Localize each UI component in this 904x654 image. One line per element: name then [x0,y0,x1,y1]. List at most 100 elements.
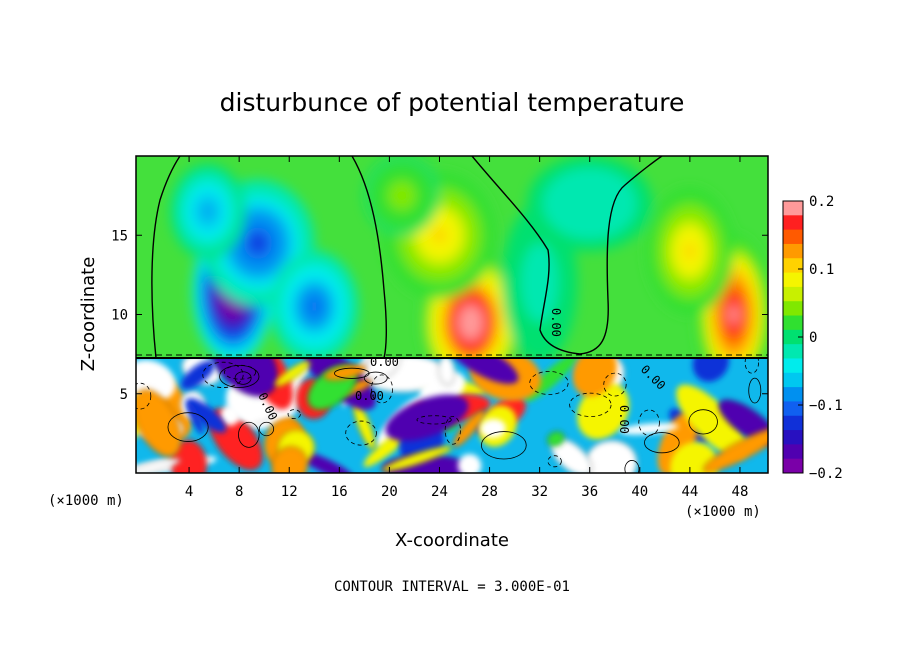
turbulent-filament [186,398,227,433]
x-tick-label: 40 [631,484,648,500]
colorbar-swatch [783,387,803,402]
turbulent-contour [416,415,452,425]
field-blob-10-level-8 [534,272,545,293]
colorbar-swatch [783,229,803,245]
colorbar-swatch [783,329,803,345]
field-blob-7-level-8 [397,190,407,201]
turbulent-filament [438,358,456,386]
colorbar-tick-label: 0 [809,330,817,346]
turbulent-contour [258,421,275,437]
colorbar: 0.2 0.1 0 −0.1 −0.2 [782,194,843,482]
turbulent-contour [234,371,252,385]
turbulent-contour [224,364,257,380]
y-tick-label: 15 [111,228,128,244]
colorbar-swatch [783,301,803,317]
colorbar-tick-label: 0.2 [809,194,834,210]
contour-interval-note: CONTOUR INTERVAL = 3.000E-01 [334,579,570,595]
field-blob-6-level-8 [432,227,447,244]
turbulent-contour [603,372,627,397]
field-blob-8-level-8 [729,304,739,325]
y-axis-ticks: 5 10 15 [111,228,768,403]
colorbar-swatch [783,258,803,274]
x-tick-label: 8 [235,484,243,500]
x-tick-label: 36 [581,484,598,500]
turbulent-contour [644,432,680,454]
turbulent-contour [167,412,209,442]
turbulent-filament [381,445,453,472]
contour-label-5: 0.00 [617,405,631,434]
turbulent-filament [447,358,519,384]
turbulent-filament [187,401,204,435]
field-blob-11-level-8 [581,197,598,210]
turbulent-contour [748,377,762,404]
colorbar-swatch [783,415,803,431]
field-blobs [170,156,768,358]
turbulent-contour [569,392,612,417]
field-blob-3-level-8 [203,205,213,218]
turbulent-filament [619,423,679,435]
turbulent-contour [363,371,388,385]
turbulent-contour [334,367,370,379]
upper-field [136,156,768,358]
zero-contour-mid [351,156,388,358]
contour-label-4: 0.00 [549,308,563,337]
colorbar-swatch [783,430,803,445]
y-tick-label: 10 [111,308,128,324]
lower-field [136,358,768,473]
turbulent-contour [444,416,461,445]
colorbar-tick-label: −0.1 [809,398,843,414]
turbulent-contour [638,409,660,436]
x-tick-label: 48 [732,484,749,500]
colorbar-swatch [783,315,803,331]
turbulent-contour [370,374,393,404]
x-tick-label: 44 [681,484,698,500]
turbulent-contour [219,364,260,388]
turbulent-filament [670,442,719,473]
contour-label-1: 0.00 [370,355,399,369]
colorbar-swatch [783,344,803,359]
x-axis-label: X-coordinate [395,530,509,551]
turbulent-filament [136,458,181,473]
colorbar-swatch [783,201,803,216]
x-tick-label: 32 [531,484,548,500]
turbulent-contour [287,409,301,420]
y-axis-label: Z-coordinate [78,257,99,372]
plot-area: 0.00 0.00 0.00 0.00 0.00 0.00 [136,156,768,473]
field-blob-2-level-8 [250,235,265,252]
turbulent-filament [136,389,182,457]
colorbar-swatch [783,444,803,460]
turbulent-contour [345,420,377,446]
turbulent-filament [577,382,630,440]
turbulent-filament [323,364,367,381]
turbulent-contour [688,409,718,435]
colorbar-swatch [783,458,803,474]
turbulent-filament [480,418,506,439]
field-blob-5-level-8 [464,313,478,332]
x-tick-label: 20 [381,484,398,500]
zero-contours [151,156,663,358]
turbulent-structures [136,358,768,473]
turbulent-contour [744,358,759,374]
colorbar-swatch [783,401,803,417]
turbulent-contour [238,421,260,448]
contour-label-2: 0.00 [355,389,384,403]
turbulent-contour [547,455,562,468]
turbulent-filament [180,360,215,390]
x-tick-label: 24 [431,484,448,500]
y-tick-label: 5 [120,387,128,403]
turbulent-filament [453,409,486,448]
turbulent-filament [385,394,469,441]
turbulent-filament [209,358,278,397]
field-blob-4-level-8 [308,299,320,314]
turbulent-filament [703,426,768,473]
colorbar-swatch [783,272,803,288]
turbulent-filament [547,431,565,447]
colorbar-swatch [783,243,803,259]
turbulent-contour [481,431,527,460]
zero-contour-left [151,156,181,358]
x-axis-ticks: 4 8 12 16 20 24 28 32 36 40 44 48 [185,156,749,500]
turbulent-contour [136,382,152,410]
x-tick-label: 16 [331,484,348,500]
colorbar-swatch [783,372,803,388]
